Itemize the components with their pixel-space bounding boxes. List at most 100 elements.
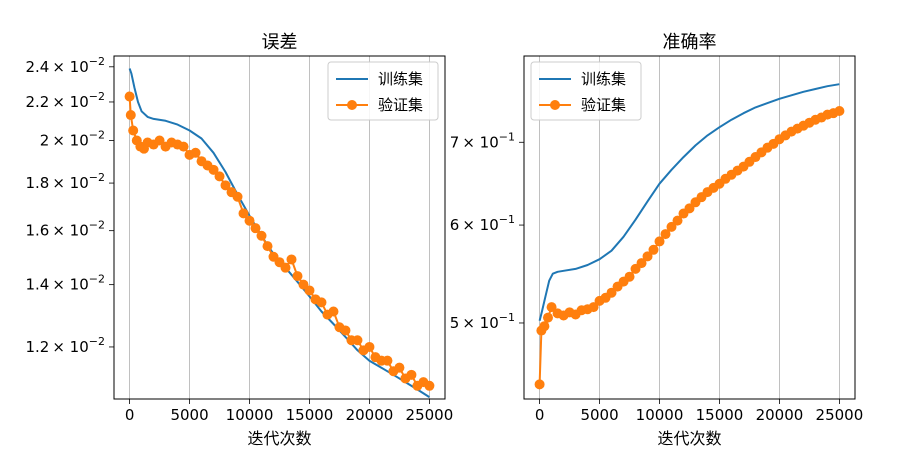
- data-point: [382, 355, 393, 366]
- data-point: [280, 262, 291, 273]
- legend-swatch-marker: [550, 100, 560, 110]
- data-point: [406, 369, 417, 380]
- y-tick-mantissa: 2.2: [25, 93, 49, 111]
- y-tick-exponent: −1: [499, 311, 515, 324]
- data-point: [328, 306, 339, 317]
- y-tick-label: 1.4 × 10−2: [25, 273, 105, 294]
- y-tick-label: 2.4 × 10−2: [25, 55, 105, 76]
- data-point: [672, 215, 683, 226]
- y-tick-exponent: −2: [89, 335, 105, 348]
- y-tick-base: × 10: [52, 276, 88, 294]
- data-point: [542, 312, 553, 323]
- data-point: [546, 302, 557, 313]
- data-point: [232, 191, 243, 202]
- x-tick-label: 15000: [696, 406, 744, 424]
- y-tick-exponent: −2: [89, 273, 105, 286]
- x-tick-label: 0: [125, 406, 135, 424]
- data-point: [190, 147, 201, 158]
- data-point: [250, 223, 261, 234]
- y-tick-exponent: −1: [499, 130, 515, 143]
- y-tick-exponent: −2: [89, 171, 105, 184]
- y-tick-base: × 10: [52, 222, 88, 240]
- data-point: [214, 171, 225, 182]
- x-tick-label: 0: [535, 406, 545, 424]
- y-tick-base: × 10: [52, 131, 88, 149]
- y-tick-mantissa: 1.8: [25, 174, 49, 192]
- x-axis-label: 迭代次数: [247, 429, 311, 448]
- y-tick-base: × 10: [462, 133, 498, 151]
- series-line-training: [538, 83, 840, 322]
- x-tick-label: 5000: [170, 406, 208, 424]
- y-tick-exponent: −2: [89, 55, 105, 68]
- data-point: [125, 110, 136, 121]
- legend-label: 验证集: [581, 96, 626, 114]
- y-tick-label: 6 × 10−1: [450, 213, 515, 234]
- y-tick-mantissa: 2: [40, 131, 50, 149]
- x-axis-label: 迭代次数: [657, 429, 721, 448]
- data-point: [238, 208, 249, 219]
- data-point: [128, 125, 139, 136]
- data-point: [654, 236, 665, 247]
- data-point: [304, 285, 315, 296]
- y-tick-mantissa: 1.2: [25, 338, 49, 356]
- y-tick-label: 2 × 10−2: [40, 128, 105, 149]
- y-tick-label: 5 × 10−1: [450, 311, 515, 332]
- y-tick-label: 1.2 × 10−2: [25, 335, 105, 356]
- data-point: [660, 229, 671, 240]
- data-point: [340, 325, 351, 336]
- y-tick-mantissa: 6: [450, 216, 460, 234]
- y-tick-label: 7 × 10−1: [450, 130, 515, 151]
- data-point: [648, 244, 659, 255]
- data-point: [286, 254, 297, 265]
- y-tick-mantissa: 5: [450, 314, 460, 332]
- legend-label: 训练集: [581, 70, 626, 88]
- chart-title: 准确率: [663, 32, 717, 53]
- data-point: [208, 164, 219, 175]
- y-tick-mantissa: 2.4: [25, 58, 49, 76]
- x-tick-label: 15000: [286, 406, 334, 424]
- data-point: [244, 215, 255, 226]
- y-tick-base: × 10: [52, 58, 88, 76]
- data-point: [642, 251, 653, 262]
- data-point: [292, 271, 303, 282]
- axes-frame: [113, 55, 446, 400]
- data-point: [154, 135, 165, 146]
- legend-swatch-marker: [347, 100, 357, 110]
- data-point: [262, 241, 273, 252]
- x-tick-label: 25000: [406, 406, 454, 424]
- axes-frame: [523, 55, 856, 400]
- x-tick-label: 10000: [226, 406, 274, 424]
- data-point: [834, 105, 845, 116]
- chart-title: 误差: [262, 32, 298, 53]
- y-tick-mantissa: 1.4: [25, 276, 49, 294]
- y-tick-base: × 10: [462, 216, 498, 234]
- y-tick-base: × 10: [52, 174, 88, 192]
- y-tick-base: × 10: [462, 314, 498, 332]
- y-tick-base: × 10: [52, 93, 88, 111]
- x-tick-label: 5000: [580, 406, 618, 424]
- x-tick-label: 20000: [756, 406, 804, 424]
- x-tick-label: 10000: [636, 406, 684, 424]
- y-tick-exponent: −1: [499, 213, 515, 226]
- data-point: [364, 341, 375, 352]
- y-tick-label: 1.6 × 10−2: [25, 219, 105, 240]
- data-point: [256, 230, 267, 241]
- data-point: [666, 221, 677, 232]
- y-tick-exponent: −2: [89, 219, 105, 232]
- y-tick-base: × 10: [52, 338, 88, 356]
- data-point: [178, 141, 189, 152]
- data-point: [624, 271, 635, 282]
- y-tick-label: 2.2 × 10−2: [25, 90, 105, 111]
- y-tick-exponent: −2: [89, 90, 105, 103]
- data-point: [588, 302, 599, 313]
- data-point: [352, 335, 363, 346]
- data-point: [424, 380, 435, 391]
- legend-label: 验证集: [378, 96, 423, 114]
- y-tick-label: 1.8 × 10−2: [25, 171, 105, 192]
- data-point: [534, 379, 545, 390]
